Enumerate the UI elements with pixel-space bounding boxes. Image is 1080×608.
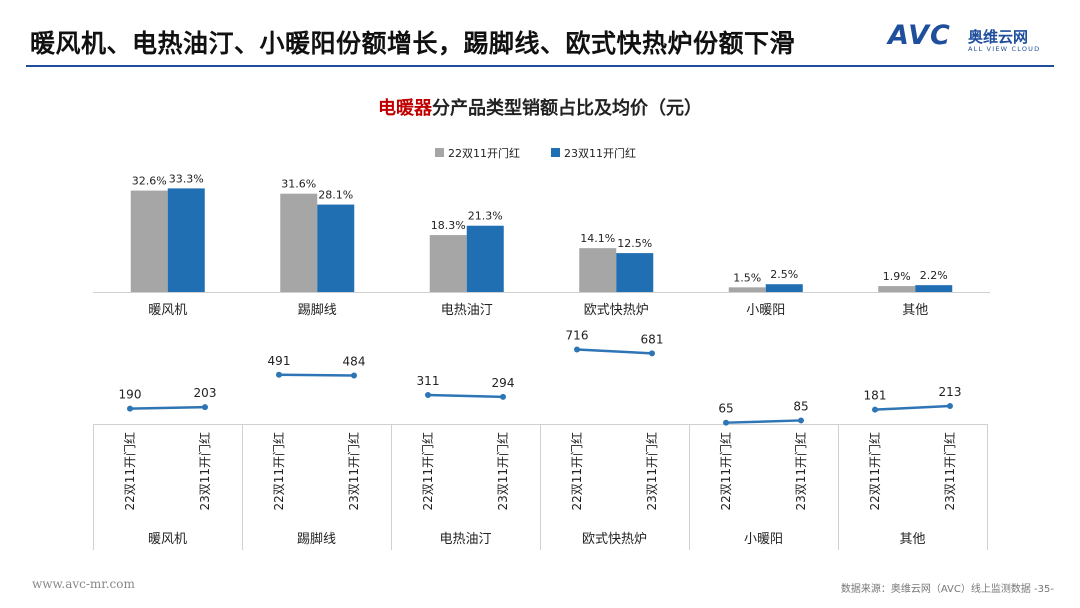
- bar-data-label: 18.3%: [431, 219, 466, 232]
- price-point-22-6: [872, 406, 878, 413]
- price-point-23-1: [202, 404, 208, 411]
- group-category-label: 欧式快热炉: [582, 532, 647, 547]
- group-category-label: 小暖阳: [744, 532, 783, 547]
- bar-data-label: 21.3%: [468, 210, 503, 223]
- group-category-label: 其他: [899, 532, 925, 547]
- price-point-23-2: [351, 372, 357, 379]
- bar-23-6: [915, 285, 953, 292]
- chart-title-highlight: 电暖器: [378, 98, 432, 119]
- bar-category-label: 暖风机: [148, 303, 187, 318]
- footer-website: www.avc-mr.com: [32, 577, 135, 591]
- bar-23-2: [317, 204, 355, 292]
- sub-category-label: 23双11开门红: [942, 432, 957, 511]
- price-data-label: 294: [492, 376, 515, 390]
- logo-cn-text: 奥维云网: [968, 28, 1029, 46]
- price-point-22-5: [723, 419, 729, 426]
- bar-category-label: 小暖阳: [746, 303, 785, 318]
- price-line-5: [725, 419, 802, 424]
- price-line-6: [874, 404, 951, 411]
- bar-data-label: 31.6%: [281, 178, 316, 191]
- sub-category-label: 22双11开门红: [718, 432, 733, 511]
- price-point-23-4: [649, 350, 655, 357]
- price-data-label: 716: [566, 328, 589, 342]
- bar-data-label: 14.1%: [580, 232, 615, 245]
- bar-category-label: 踢脚线: [298, 302, 337, 318]
- bar-data-label: 2.2%: [920, 269, 948, 282]
- price-line-1: [129, 405, 206, 410]
- price-data-label: 681: [641, 332, 664, 346]
- price-data-label: 190: [119, 388, 142, 402]
- price-point-22-2: [276, 371, 282, 378]
- bar-data-label: 12.5%: [617, 237, 652, 250]
- legend-swatch-1: [435, 148, 444, 157]
- legend-label-1: 22双11开门红: [448, 146, 520, 160]
- bar-22-4: [579, 248, 617, 292]
- price-point-22-4: [574, 346, 580, 353]
- sub-category-label: 22双11开门红: [420, 432, 435, 511]
- bar-23-3: [466, 225, 504, 292]
- chart-title: 电暖器分产品类型销额占比及均价（元）: [0, 94, 1080, 120]
- price-data-label: 65: [718, 402, 733, 416]
- bar-22-6: [878, 286, 916, 292]
- logo-en-text: ALL VIEW CLOUD: [968, 45, 1041, 53]
- bar-22-1: [130, 190, 168, 292]
- legend-swatch-2: [551, 148, 560, 157]
- bar-22-3: [429, 235, 467, 292]
- bar-23-5: [765, 284, 803, 292]
- price-line-3: [427, 393, 504, 399]
- price-data-label: 203: [194, 386, 217, 400]
- sub-category-label: 23双11开门红: [197, 432, 212, 511]
- price-data-label: 181: [864, 389, 887, 403]
- sub-category-label: 23双11开门红: [495, 432, 510, 511]
- title-divider: [26, 65, 1054, 67]
- bar-data-label: 32.6%: [132, 175, 167, 188]
- price-point-22-1: [127, 405, 133, 412]
- bar-data-label: 1.9%: [883, 270, 911, 283]
- sub-category-label: 22双11开门红: [569, 432, 584, 511]
- group-category-label: 暖风机: [148, 532, 187, 547]
- bar-data-label: 2.5%: [770, 268, 798, 281]
- sub-category-label: 22双11开门红: [867, 432, 882, 511]
- footer-source: 数据来源：奥维云网（AVC）线上监测数据 -35-: [840, 584, 1054, 595]
- sub-category-label: 22双11开门红: [271, 432, 286, 511]
- chart-title-rest: 分产品类型销额占比及均价（元）: [432, 98, 702, 119]
- bar-category-label: 欧式快热炉: [584, 303, 649, 318]
- price-line-2: [278, 373, 355, 377]
- price-point-22-3: [425, 392, 431, 399]
- price-data-label: 85: [793, 399, 808, 413]
- bar-23-1: [167, 188, 205, 292]
- price-data-label: 213: [939, 385, 962, 399]
- price-point-23-3: [500, 393, 506, 400]
- sub-category-label: 23双11开门红: [644, 432, 659, 511]
- price-data-label: 311: [417, 374, 440, 388]
- bar-23-4: [616, 253, 654, 292]
- bar-category-label: 电热油汀: [441, 303, 493, 318]
- price-point-23-6: [947, 403, 953, 410]
- page-title: 暖风机、电热油汀、小暖阳份额增长，踢脚线、欧式快热炉份额下滑: [30, 29, 796, 58]
- logo-mark: AVC: [888, 20, 951, 51]
- bar-data-label: 33.3%: [169, 172, 204, 185]
- bar-data-label: 28.1%: [318, 189, 353, 202]
- group-category-label: 踢脚线: [297, 531, 336, 547]
- sub-category-label: 23双11开门红: [346, 432, 361, 511]
- price-data-label: 491: [268, 354, 291, 368]
- bar-22-2: [280, 193, 318, 292]
- bar-category-label: 其他: [902, 303, 928, 318]
- bar-22-5: [728, 287, 766, 292]
- group-category-label: 电热油汀: [439, 532, 491, 547]
- sub-category-label: 22双11开门红: [122, 432, 137, 511]
- avc-logo: AVC 奥维云网 ALL VIEW CLOUD: [888, 20, 1058, 60]
- bar-data-label: 1.5%: [733, 271, 761, 284]
- price-line-4: [576, 348, 653, 355]
- price-point-23-5: [798, 417, 804, 424]
- price-data-label: 484: [343, 355, 366, 369]
- sub-category-label: 23双11开门红: [793, 432, 808, 511]
- legend-label-2: 23双11开门红: [564, 146, 636, 160]
